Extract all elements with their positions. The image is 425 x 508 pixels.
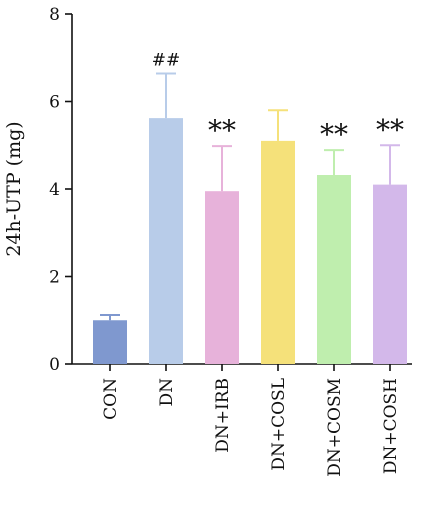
x-tick-label: DN+COSM	[325, 378, 345, 477]
y-axis-ticks: 0 2 4 6 8	[49, 5, 72, 375]
x-tick-label: CON	[101, 378, 121, 420]
significance-label: ##	[152, 51, 181, 71]
y-tick-label: 4	[49, 180, 60, 200]
y-axis-title: 24h-UTP (mg)	[3, 121, 25, 256]
y-tick-label: 8	[49, 5, 60, 25]
bar	[317, 175, 351, 364]
significance-label: **	[376, 113, 404, 146]
significance-labels: ## ** ** **	[152, 51, 404, 152]
x-axis-ticks: CON DN DN+IRB DN+COSL DN+COSM DN+COSH	[101, 364, 401, 477]
y-tick-label: 0	[49, 355, 60, 375]
bars-group	[93, 118, 407, 364]
bar	[149, 118, 183, 364]
y-axis: 0 2 4 6 8	[49, 5, 73, 375]
x-axis: CON DN DN+IRB DN+COSL DN+COSM DN+COSH	[72, 363, 412, 477]
y-tick-label: 6	[49, 93, 60, 113]
significance-label: **	[208, 114, 236, 147]
x-tick-label: DN+COSH	[381, 378, 401, 474]
x-tick-label: DN+COSL	[269, 378, 289, 471]
bar	[261, 140, 295, 364]
significance-label: **	[320, 118, 348, 151]
x-tick-label: DN+IRB	[213, 378, 233, 453]
x-tick-label: DN	[157, 378, 177, 407]
bar	[93, 320, 127, 364]
bar	[373, 184, 407, 364]
bar	[205, 191, 239, 364]
y-tick-label: 2	[49, 268, 60, 288]
error-bars-group	[100, 72, 400, 321]
